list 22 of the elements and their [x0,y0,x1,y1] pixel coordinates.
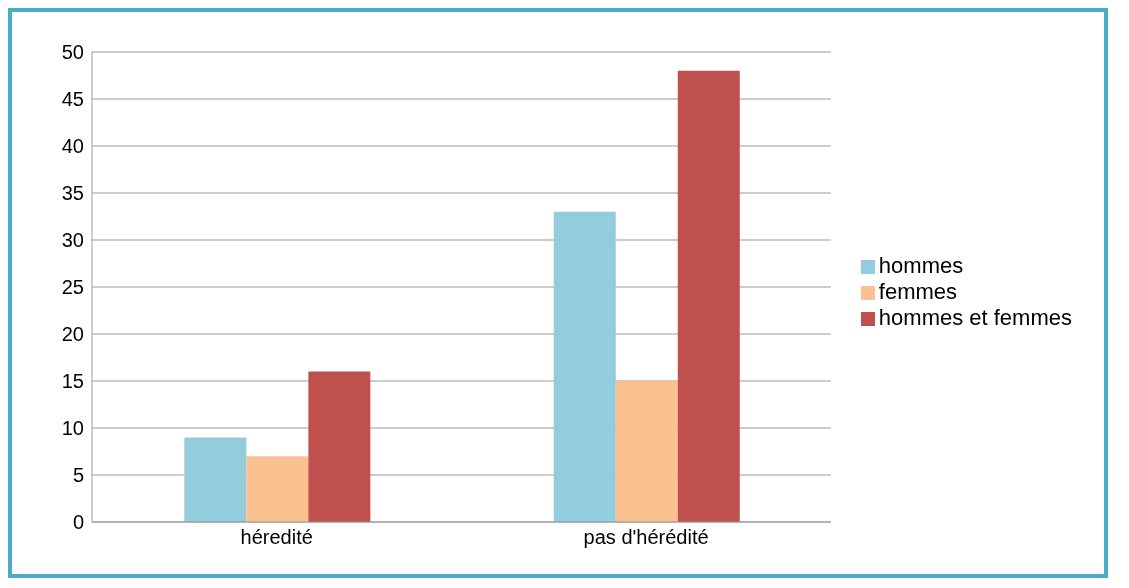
y-tick-label: 40 [61,135,84,158]
y-tick-label: 25 [61,276,84,299]
legend-label: femmes [878,279,958,304]
x-tick-label: héredité [240,526,313,549]
bar [184,437,247,522]
y-tick-label: 10 [61,417,84,440]
y-tick-label: 20 [61,323,84,346]
y-tick-label: 45 [61,88,84,111]
legend-label: hommes et femmes [878,305,1072,330]
y-tick-label: 50 [61,41,84,64]
y-tick-label: 5 [72,464,84,487]
y-tick-label: 0 [72,511,84,534]
bar [615,381,678,522]
y-tick-label: 30 [61,229,84,252]
bar [677,70,740,522]
y-tick-label: 15 [61,370,84,393]
y-tick-label: 35 [61,182,84,205]
bar [553,211,616,522]
bar [308,371,371,522]
legend-label: hommes [878,253,964,278]
bar [246,456,309,522]
x-tick-label: pas d'hérédité [583,526,709,549]
